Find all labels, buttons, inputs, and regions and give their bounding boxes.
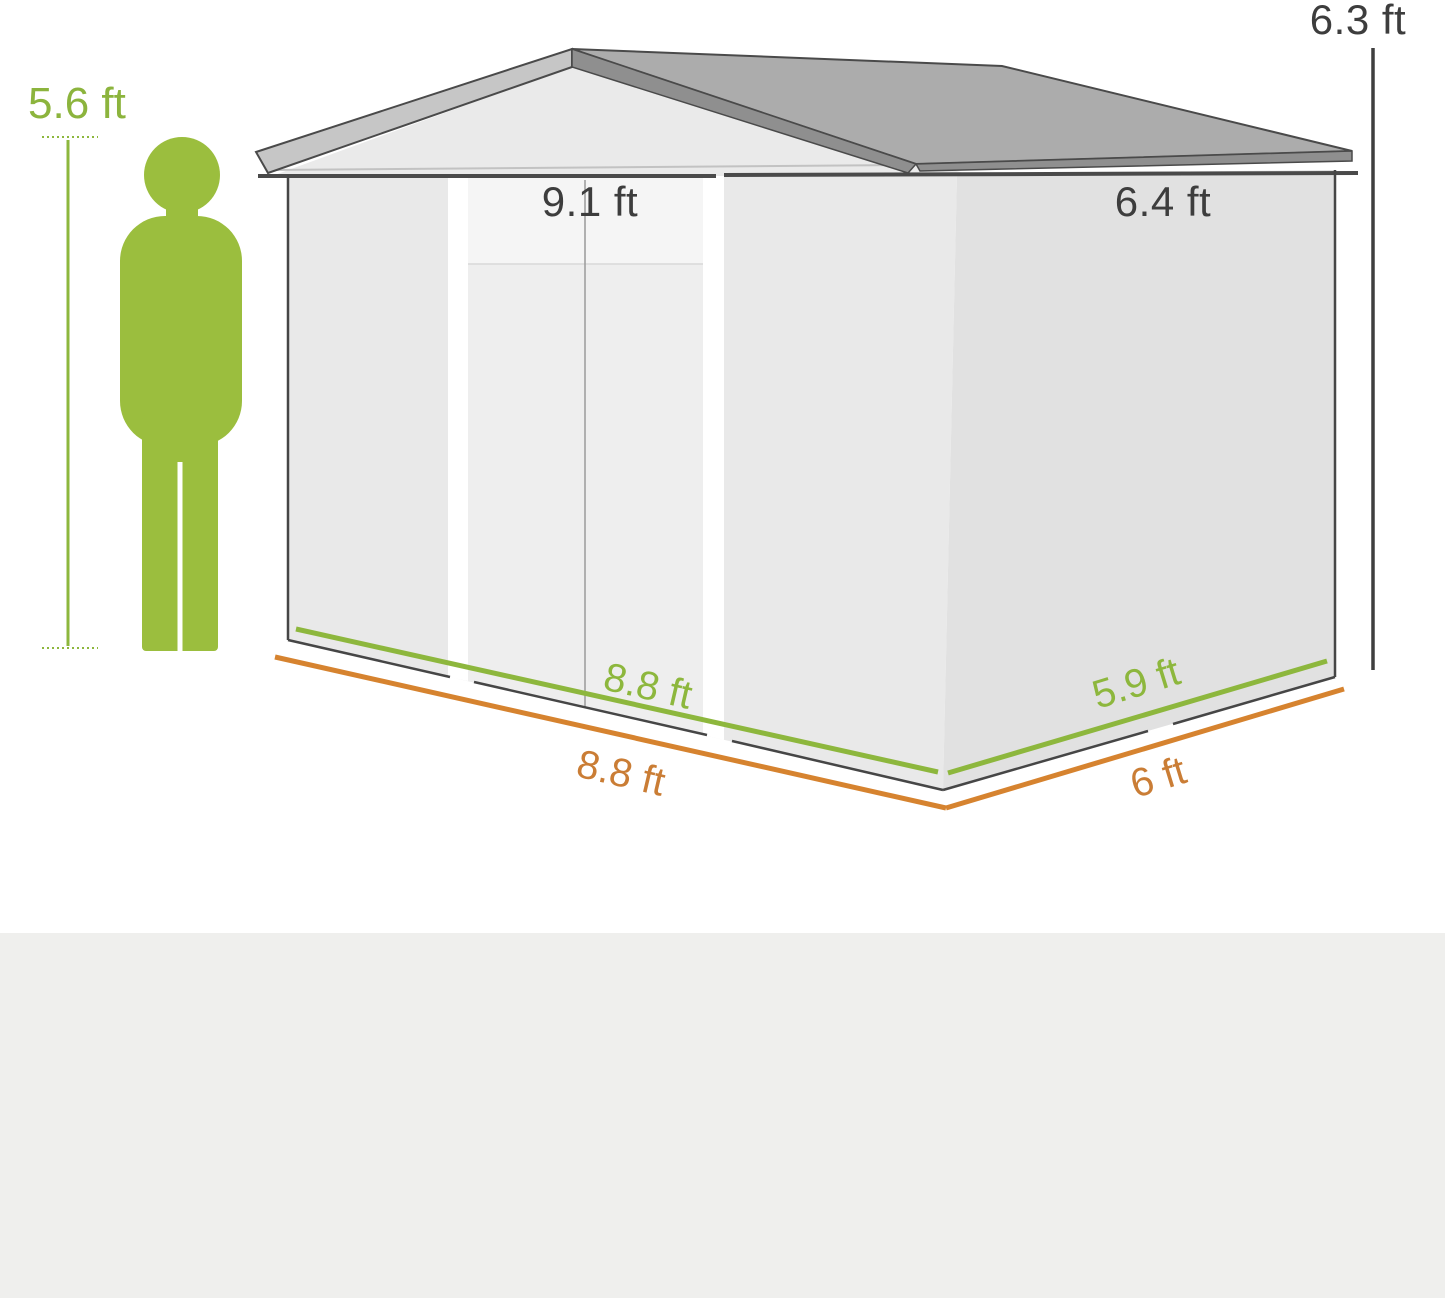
depth-measure-line [723, 171, 1359, 177]
bottom-lines [274, 654, 1345, 811]
overall-height-label: 6.3 ft [1310, 0, 1406, 43]
inner-storage-lines [295, 626, 1328, 776]
bottom-width-label: 8.8 ft [573, 742, 670, 805]
person-silhouette [120, 137, 242, 651]
info-panel: Note: Before purchasing this product, it… [0, 933, 1445, 1298]
overall-width-label: 9.1 ft [542, 178, 638, 225]
overall-depth-label: 6.4 ft [1115, 178, 1211, 225]
shed-diagram: 5.6 ft [28, 0, 1406, 811]
side-wall [943, 170, 1335, 790]
person-height-ruler: 5.6 ft [28, 79, 126, 649]
person-head [144, 137, 220, 213]
roof-eave-edge [914, 150, 1353, 172]
door-jamb-right [703, 176, 724, 740]
person-height-label: 5.6 ft [28, 79, 126, 128]
shed [254, 47, 1375, 811]
wall-outlines [286, 170, 1337, 792]
eave-underside-line [267, 164, 913, 171]
gable-triangle [272, 66, 975, 176]
bottom-depth-label: 6 ft [1125, 748, 1191, 806]
door-jamb-left [448, 176, 468, 681]
person-torso [120, 216, 242, 446]
